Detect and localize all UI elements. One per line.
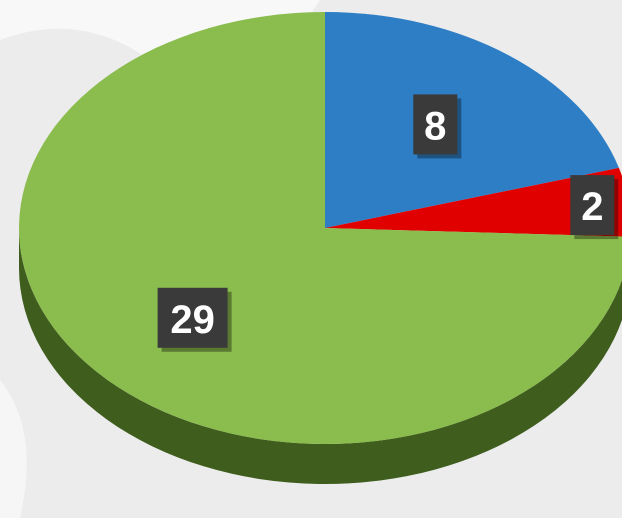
data-label: 8 xyxy=(424,104,446,148)
slice xyxy=(325,167,622,237)
label-box xyxy=(413,94,458,155)
label-box xyxy=(157,287,228,348)
data-label: 2 xyxy=(581,185,603,229)
pie: 8 2 29 xyxy=(19,12,622,484)
label-box xyxy=(570,175,615,236)
slice-side xyxy=(19,228,622,484)
slice xyxy=(325,12,619,228)
data-label: 29 xyxy=(170,298,215,342)
texture xyxy=(0,380,27,518)
